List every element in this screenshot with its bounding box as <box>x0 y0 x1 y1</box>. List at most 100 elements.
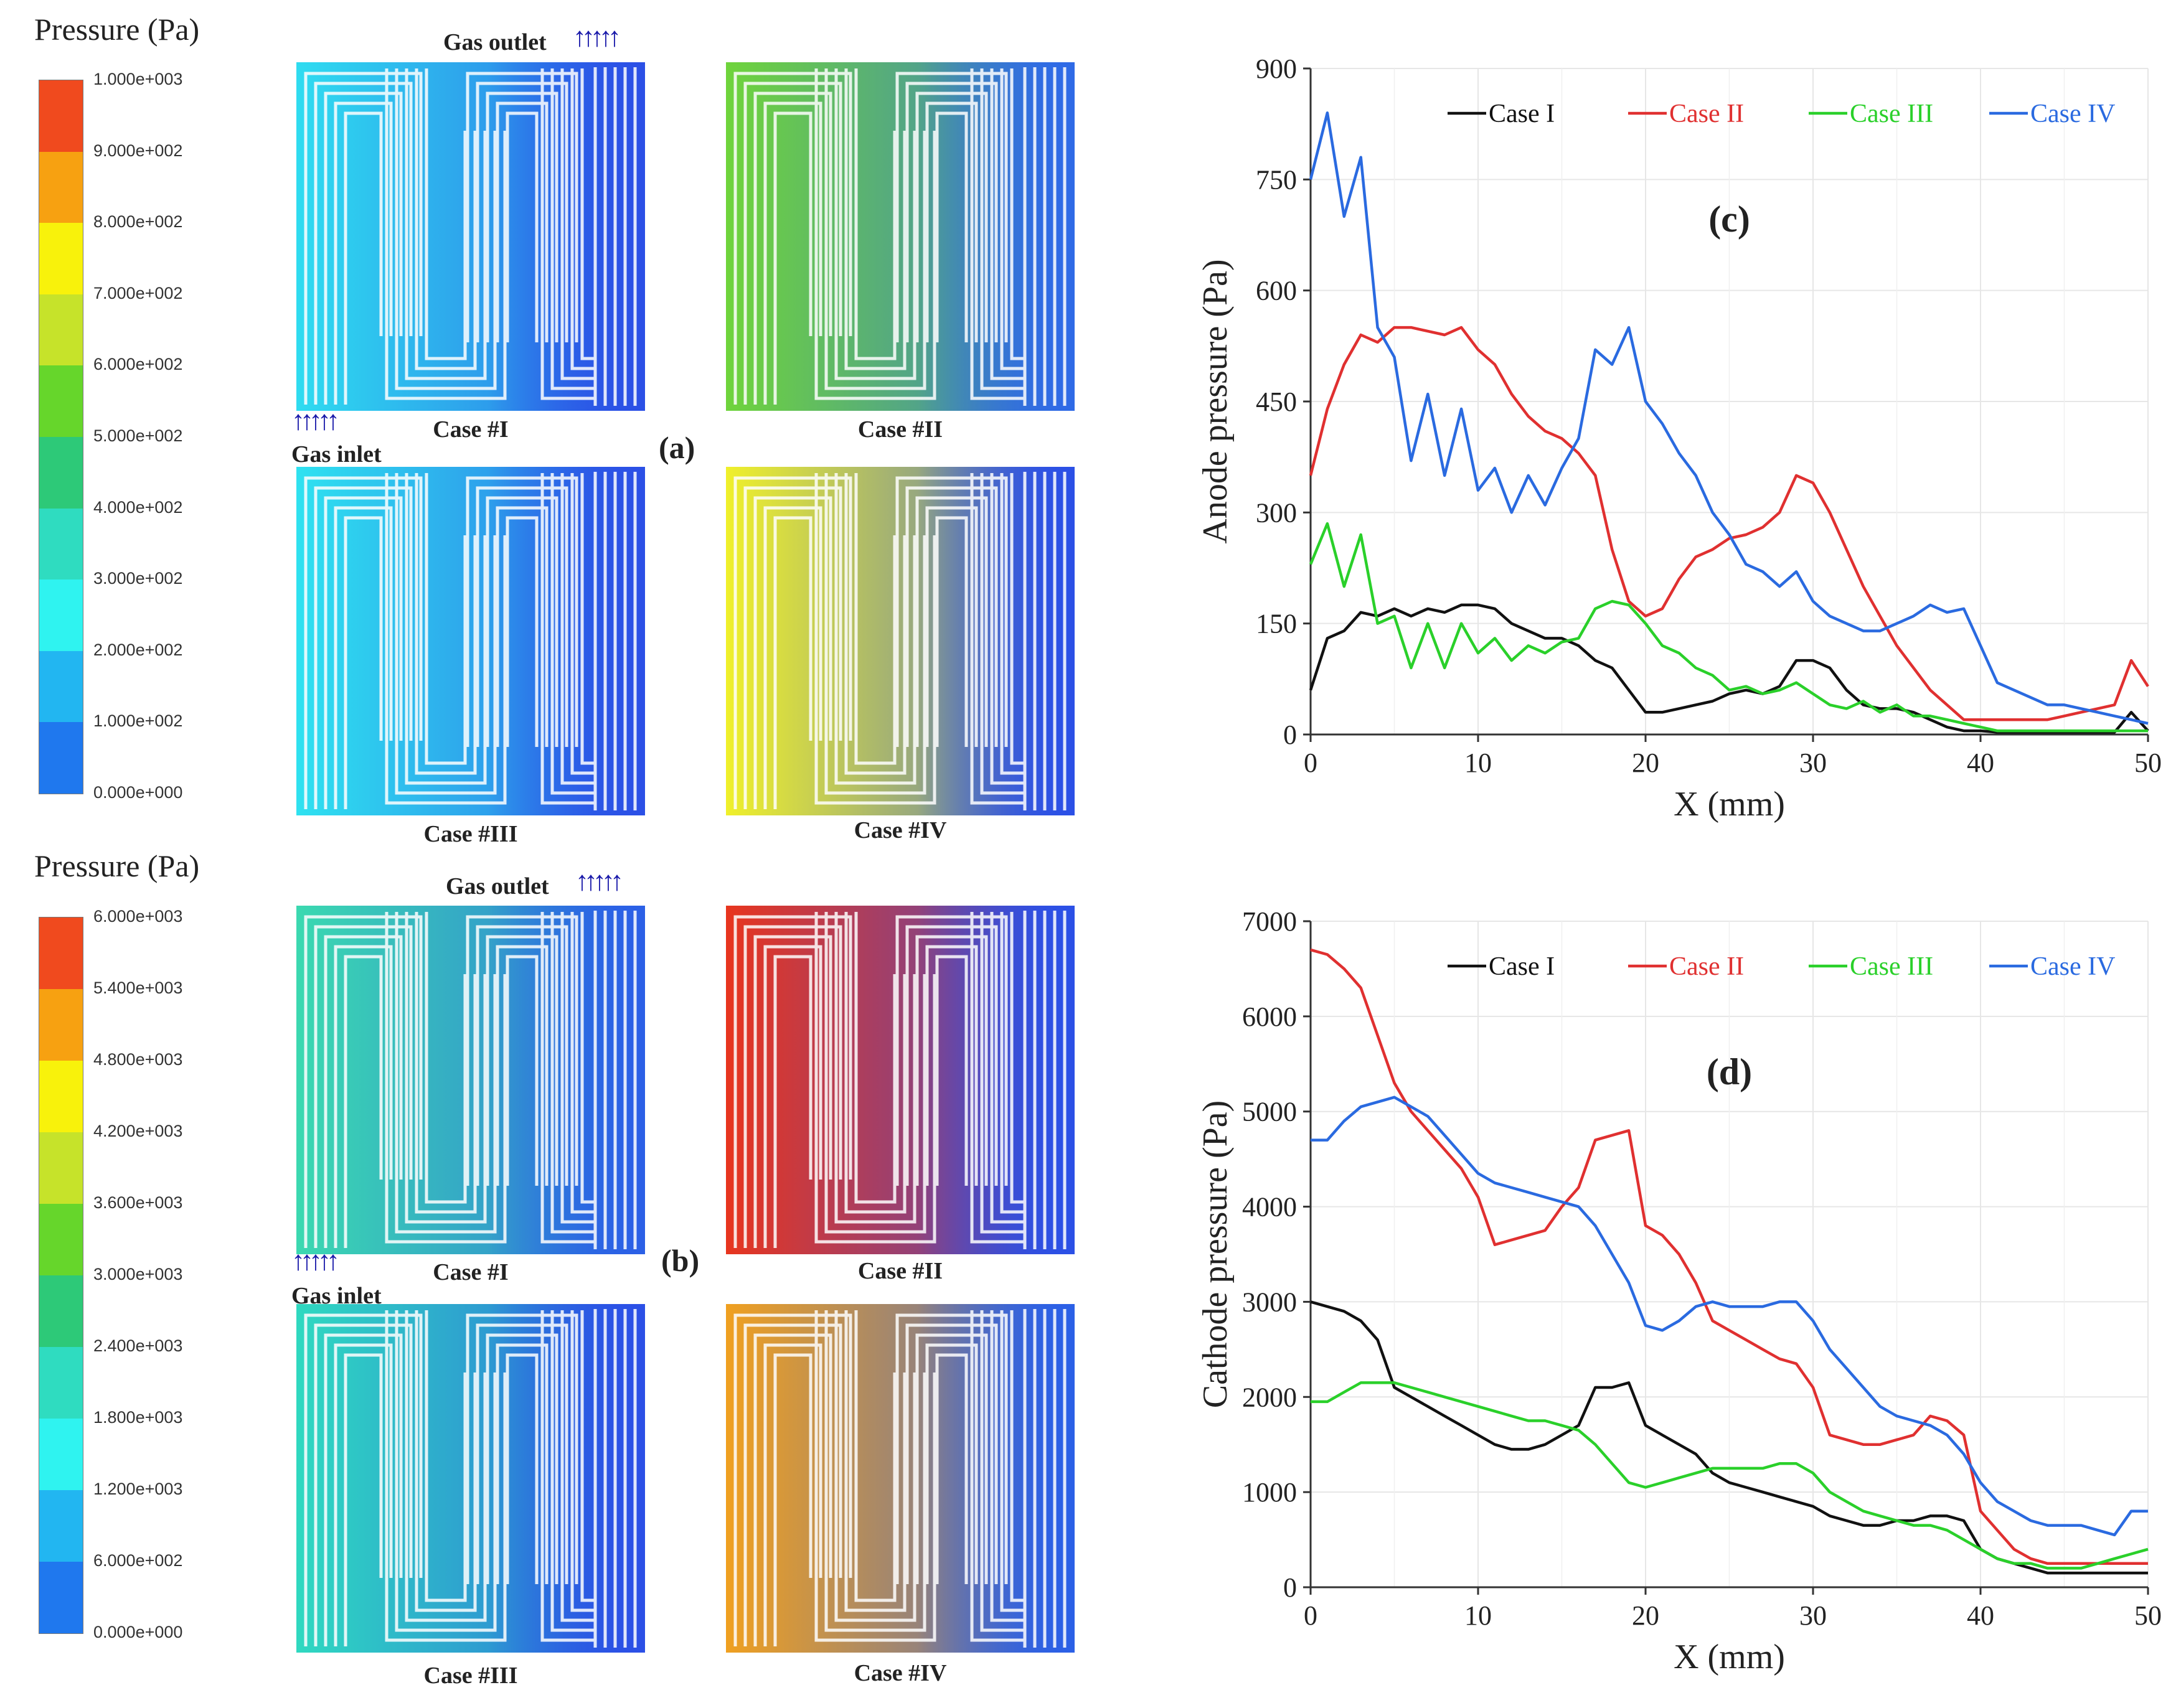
pressure-gradient <box>296 1304 645 1653</box>
scale-swatch <box>39 1204 83 1275</box>
legend-label: Case IV <box>2030 100 2115 128</box>
legend-label: Case IV <box>2030 952 2115 981</box>
channel <box>935 111 968 342</box>
channel <box>773 516 813 809</box>
channel <box>753 935 832 1248</box>
channel <box>733 915 852 1248</box>
channel <box>814 1310 936 1642</box>
scale-swatch <box>39 1132 83 1204</box>
channel <box>425 473 467 765</box>
x-tick-label: 10 <box>1464 748 1492 778</box>
channel <box>935 955 968 1186</box>
channel <box>854 1310 897 1602</box>
channel <box>990 912 1025 1224</box>
channel <box>506 955 539 1186</box>
channel <box>1010 912 1025 1204</box>
scale-swatch <box>39 1275 83 1347</box>
channel-lines <box>304 67 637 406</box>
channel <box>915 1333 988 1584</box>
x-tick-label: 30 <box>1799 1600 1827 1631</box>
channel <box>743 82 842 405</box>
y-axis-label: Cathode pressure (Pa) <box>1196 1100 1235 1409</box>
channel <box>550 473 595 795</box>
channel <box>344 955 383 1248</box>
channel <box>304 915 423 1248</box>
channel <box>895 915 1008 1186</box>
channel <box>486 1333 558 1584</box>
field-a-case-3 <box>296 467 645 815</box>
panel-b-gas-inlet-label: Gas inlet <box>291 1283 382 1309</box>
legend-label: Case III <box>1850 952 1933 981</box>
channel <box>935 516 968 747</box>
channel <box>496 1343 549 1584</box>
channel-lines <box>304 1309 637 1648</box>
channel <box>570 473 595 775</box>
panel-b-tag: (b) <box>661 1243 700 1278</box>
legend-label: Case I <box>1489 952 1555 981</box>
legend-label: Case III <box>1850 100 1933 128</box>
y-tick-label: 7000 <box>1242 906 1297 937</box>
scale-tick-label: 4.200e+003 <box>93 1122 183 1140</box>
scale-swatch <box>39 989 83 1061</box>
channel <box>814 68 936 400</box>
channel <box>753 496 832 809</box>
channel <box>753 1333 832 1646</box>
channel <box>1010 68 1025 360</box>
channel <box>405 473 487 785</box>
channel <box>753 92 832 405</box>
scale-tick-label: 5.400e+003 <box>93 978 183 997</box>
series-line-1 <box>1309 603 2149 734</box>
channel <box>773 111 813 405</box>
channel <box>334 945 393 1248</box>
panel-a-inlet-arrows-icon: ↑↑↑↑↑ <box>291 405 340 436</box>
channel <box>1000 1310 1025 1612</box>
series-line-4 <box>1309 111 2149 725</box>
channel <box>733 1313 852 1646</box>
scale-swatch <box>39 1347 83 1419</box>
channel-lines <box>733 472 1067 810</box>
channel-lines <box>733 1309 1067 1648</box>
channel <box>970 912 1025 1244</box>
scale-swatch <box>39 1562 83 1633</box>
series-line-4 <box>1311 1096 2148 1537</box>
channel <box>344 1353 383 1646</box>
x-tick-label: 20 <box>1632 1600 1659 1631</box>
y-tick-label: 450 <box>1256 387 1297 417</box>
channel <box>405 1310 487 1622</box>
channel <box>476 1323 568 1584</box>
panel-a-case-2-label: Case #II <box>857 416 943 443</box>
channel <box>476 82 568 342</box>
y-tick-label: 750 <box>1256 164 1297 195</box>
channel <box>405 68 487 380</box>
channel <box>466 915 578 1186</box>
chart-d: 0 1000 2000 3000 4000 5000 6000 7000 0 10 20 30 40 50… <box>1196 906 2162 1676</box>
channel <box>925 945 978 1186</box>
scale-tick-label: 0.000e+000 <box>93 783 183 802</box>
scale-swatch <box>39 365 83 437</box>
channel <box>324 496 403 809</box>
series-line-3 <box>1311 1381 2149 1570</box>
channel <box>425 1310 467 1602</box>
scale-tick-label: 8.000e+002 <box>93 212 183 232</box>
channel <box>834 68 916 380</box>
panel-a-case-4-label: Case #IV <box>854 817 947 843</box>
channel <box>570 912 595 1214</box>
channel <box>560 912 595 1224</box>
channel <box>560 473 595 785</box>
channel <box>570 1310 595 1612</box>
y-tick-label: 150 <box>1256 609 1297 639</box>
scale-tick-label: 4.800e+003 <box>93 1050 183 1069</box>
panel-b-inlet-arrows-icon: ↑↑↑↑↑ <box>291 1246 340 1276</box>
channel <box>466 72 578 342</box>
x-tick-label: 30 <box>1799 748 1827 778</box>
scale-b-colorbar <box>39 917 83 1634</box>
scale-swatch <box>39 580 83 651</box>
channel <box>314 925 413 1248</box>
y-tick-label: 0 <box>1283 720 1297 750</box>
channel <box>314 82 413 405</box>
channel <box>824 68 926 390</box>
channel <box>905 925 998 1186</box>
x-tick-label: 50 <box>2134 748 2162 778</box>
channel <box>324 935 403 1248</box>
channel <box>1000 912 1025 1214</box>
